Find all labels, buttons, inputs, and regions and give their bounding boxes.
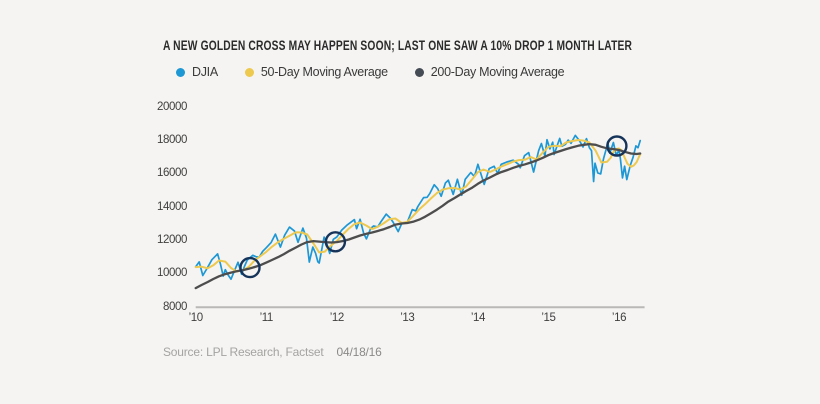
y-axis-tick-label: 18000 bbox=[157, 134, 187, 147]
x-axis-tick-label: ’15 bbox=[541, 312, 556, 324]
legend-item-3: 200-Day Moving Average bbox=[414, 65, 565, 79]
legend: DJIA 50-Day Moving Average 200-Day Moving … bbox=[176, 65, 565, 79]
djia-line bbox=[194, 134, 642, 281]
y-axis-tick-label: 10000 bbox=[157, 267, 187, 280]
y-axis-tick-label: 12000 bbox=[157, 234, 187, 247]
legend-dot-icon bbox=[176, 67, 185, 77]
legend-item-2: 50-Day Moving Average bbox=[244, 65, 388, 79]
y-axis-tick-label: 16000 bbox=[157, 167, 187, 180]
source-text: Source: LPL Research, Factset bbox=[163, 345, 324, 359]
y-axis-tick-label: 14000 bbox=[157, 200, 187, 213]
x-axis-tick-label: ’16 bbox=[611, 312, 627, 324]
source-date: 04/18/16 bbox=[336, 345, 382, 359]
golden-cross-jan-2012-circle bbox=[324, 231, 347, 253]
x-axis-tick-label: ’14 bbox=[470, 312, 486, 324]
y-axis-tick-label: 20000 bbox=[157, 100, 187, 113]
x-axis-tick-label: ’10 bbox=[188, 312, 204, 324]
legend-dot-icon bbox=[244, 67, 254, 77]
legend-item-label: 200-Day Moving Average bbox=[430, 65, 565, 79]
x-axis-tick-label: ’12 bbox=[329, 312, 345, 324]
x-axis-tick-label: ’13 bbox=[400, 312, 415, 324]
legend-item-label: 50-Day Moving Average bbox=[260, 65, 388, 79]
golden-cross-dec-2015-circle bbox=[606, 135, 628, 157]
y-axis-tick-label: 8000 bbox=[163, 300, 187, 313]
x-axis-tick-label: ’11 bbox=[259, 312, 274, 324]
source-line: Source: LPL Research, Factset 04/18/16 bbox=[163, 345, 382, 359]
legend-dot-icon bbox=[414, 67, 424, 77]
golden-cross-oct-2010-circle bbox=[239, 256, 261, 279]
ma50-line bbox=[194, 139, 642, 273]
ma200-line bbox=[194, 142, 642, 290]
chart-title: A NEW GOLDEN CROSS MAY HAPPEN SOON; LAST… bbox=[163, 38, 633, 53]
legend-item-label: DJIA bbox=[192, 65, 218, 79]
legend-item-1: DJIA bbox=[176, 65, 218, 79]
